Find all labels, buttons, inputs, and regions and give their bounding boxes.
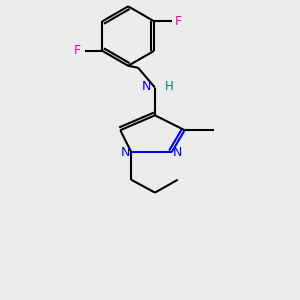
Text: N: N (142, 80, 151, 93)
Text: F: F (175, 15, 182, 28)
Text: N: N (173, 146, 182, 160)
Text: N: N (121, 146, 130, 160)
Text: F: F (74, 44, 81, 57)
Text: H: H (165, 80, 174, 93)
